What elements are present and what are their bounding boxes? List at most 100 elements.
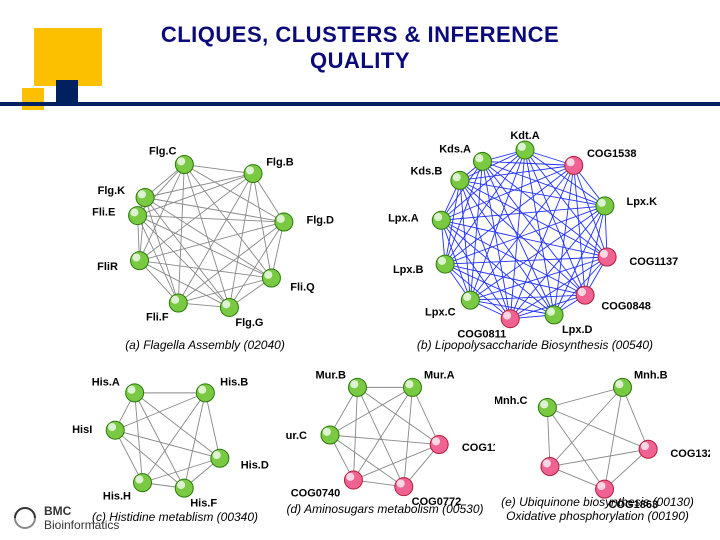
node-label: Flg.D (307, 214, 335, 226)
edge (184, 393, 205, 488)
node-label: Lpx.K (626, 196, 657, 208)
node-C0740: COG0740 (291, 471, 363, 499)
node-label: Lpx.C (425, 307, 456, 319)
edge (184, 165, 253, 174)
node-label: Flg.G (235, 317, 263, 329)
panel-b-lps: Kds.A Kdt.A COG1538 Lpx.K COG1137 COG0848 Lpx.… (365, 80, 705, 360)
node-label: Flg.C (149, 145, 177, 157)
caption-a: (a) Flagella Assembly (02040) (70, 338, 340, 352)
node-C1137: COG1137 (598, 248, 678, 268)
edge (404, 387, 413, 486)
node-C1320: COG1320 (639, 440, 710, 460)
slide-title: CLIQUES, CLUSTERS & INFERENCE QUALITY (0, 22, 720, 74)
node-FliQ: Fli.Q (262, 269, 315, 294)
node-label: Flg.K (98, 185, 126, 197)
node-label: COG0848 (601, 301, 651, 313)
edge (547, 387, 622, 407)
node-LpxC: Lpx.C (425, 291, 479, 318)
title-line-2: QUALITY (0, 48, 720, 74)
node-label: Fli.E (92, 207, 115, 219)
node-label: His.H (103, 491, 131, 503)
node-label: Fli.Q (290, 282, 315, 294)
edge (353, 445, 439, 481)
node-label: Mur.A (424, 369, 455, 381)
node-label: Lpx.A (388, 213, 419, 225)
node-label: Lpx.D (562, 324, 593, 336)
node-FlgC: Flg.C (149, 145, 193, 173)
node-HisD: His.D (211, 449, 269, 471)
node-LpxD: Lpx.D (545, 306, 592, 336)
node-C1538: COG1538 (565, 148, 637, 174)
bmc-logo-text: BMC Bioinformatics (44, 504, 119, 532)
node-label: HisI (72, 424, 92, 436)
node-KdsB: Kds.B (410, 166, 468, 190)
node-label: Mur.B (315, 369, 346, 381)
bmc-logo-icon (12, 505, 38, 531)
node-label: COG1198 (462, 442, 495, 454)
edge (145, 198, 271, 279)
node-Xtra (541, 458, 559, 476)
caption-b: (b) Lipopolysaccharide Biosynthesis (005… (370, 338, 700, 352)
edge (525, 150, 554, 315)
edge (330, 387, 413, 435)
node-label: Lpx.B (393, 264, 424, 276)
panel-a-flagella: Flg.K Flg.C Flg.B Flg.D Fli.Q Flg.G Fli.F FliR F… (55, 80, 365, 360)
edge (178, 222, 284, 303)
deco-yellow-2 (22, 88, 44, 110)
node-label: Mnh.B (634, 369, 668, 381)
node-label: Flg.B (266, 156, 294, 168)
node-C0848: COG0848 (576, 286, 651, 313)
node-LpxK: Lpx.K (596, 196, 657, 215)
caption-d: (d) Aminosugars metabolism (00530) (280, 502, 490, 516)
node-C0811: COG0811 (457, 310, 519, 341)
edge (460, 180, 605, 206)
node-label: Mnh.C (495, 395, 527, 407)
node-label: COG1538 (587, 148, 637, 160)
node-label: Mur.C (285, 430, 307, 442)
node-label: His.F (190, 498, 217, 510)
edge (605, 387, 623, 489)
edge (510, 150, 525, 319)
title-line-1: CLIQUES, CLUSTERS & INFERENCE (0, 22, 720, 48)
node-HisI: HisI (72, 421, 124, 439)
edge (550, 449, 648, 466)
node-label: Kds.B (410, 166, 442, 178)
node-label: Kds.A (439, 143, 471, 155)
node-MurC: Mur.C (285, 426, 339, 444)
node-LpxB: Lpx.B (393, 255, 454, 276)
node-C1198: COG1198 (430, 436, 495, 455)
node-FlgB: Flg.B (244, 156, 294, 182)
node-label: COG1320 (670, 448, 710, 460)
node-HisA: His.A (92, 376, 144, 401)
node-KdsA: Kds.A (439, 143, 491, 170)
edge (184, 165, 229, 308)
edge (140, 222, 284, 261)
caption-e: (e) Ubiquinone biosynthesis (00130) Oxid… (485, 495, 710, 523)
node-FliR: FliR (97, 252, 148, 273)
edge (574, 165, 585, 295)
node-label: His.A (92, 376, 120, 388)
edge (115, 430, 220, 458)
edge (140, 174, 253, 261)
node-MurA: Mur.A (404, 369, 455, 396)
node-HisH: His.H (103, 474, 152, 503)
edge (353, 387, 412, 480)
node-label: Kdt.A (510, 130, 539, 142)
panel-d-aminosugars: Mur.BMur.AMur.CCOG1198COG0772COG0740 (285, 345, 495, 525)
edge (143, 458, 220, 482)
node-label: His.B (220, 376, 248, 388)
node-HisB: His.B (196, 376, 248, 401)
node-label: Fli.F (146, 312, 169, 324)
slide: CLIQUES, CLUSTERS & INFERENCE QUALITY Fl… (0, 0, 720, 540)
edge (330, 435, 439, 445)
node-label: COG1137 (629, 256, 678, 268)
panel-c-histidine: His.A His.B His.D His.F His.H HisI (55, 345, 285, 525)
node-label: FliR (97, 261, 118, 273)
bmc-logo-line2: Bioinformatics (44, 518, 119, 532)
node-FlgD: Flg.D (275, 213, 334, 231)
node-label: His.D (241, 460, 269, 472)
node-FliE: Fli.E (92, 207, 146, 225)
bmc-logo: BMC Bioinformatics (12, 504, 182, 532)
node-FliF: Fli.F (146, 294, 187, 324)
node-label: COG0740 (291, 487, 341, 499)
